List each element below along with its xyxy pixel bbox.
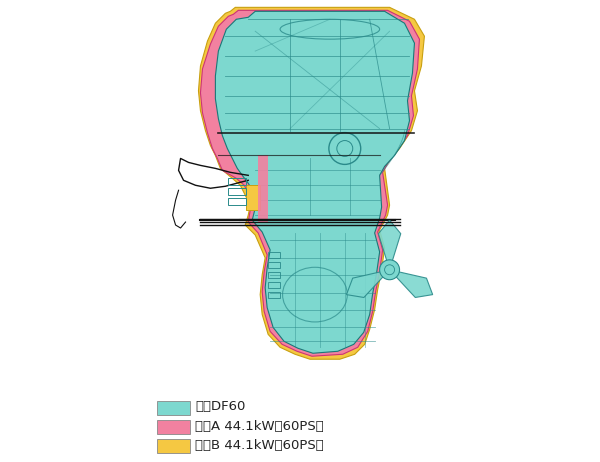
Polygon shape [215,12,415,353]
Polygon shape [389,270,433,298]
Text: 新款DF60: 新款DF60 [196,400,246,413]
Bar [268,292,280,298]
Bar [268,252,280,258]
Polygon shape [379,220,401,270]
Bar [246,185,260,210]
Bar [268,262,280,268]
Bar [268,272,280,278]
Bar [157,401,190,415]
Polygon shape [346,270,389,298]
Text: 品牌A 44.1kW（60PS）: 品牌A 44.1kW（60PS） [196,419,324,432]
Bar [157,439,190,453]
Polygon shape [200,10,419,356]
Polygon shape [199,7,424,359]
Bar [229,178,246,185]
Bar [229,188,246,195]
Text: 品牌B 44.1kW（60PS）: 品牌B 44.1kW（60PS） [196,439,324,452]
Bar [157,420,190,434]
Bar [268,282,280,288]
Circle shape [380,260,400,280]
Polygon shape [258,155,268,222]
Bar [229,198,246,205]
